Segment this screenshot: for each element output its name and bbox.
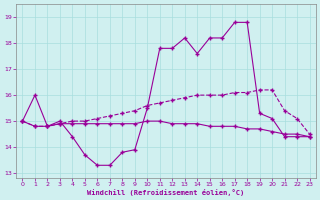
- X-axis label: Windchill (Refroidissement éolien,°C): Windchill (Refroidissement éolien,°C): [87, 189, 245, 196]
